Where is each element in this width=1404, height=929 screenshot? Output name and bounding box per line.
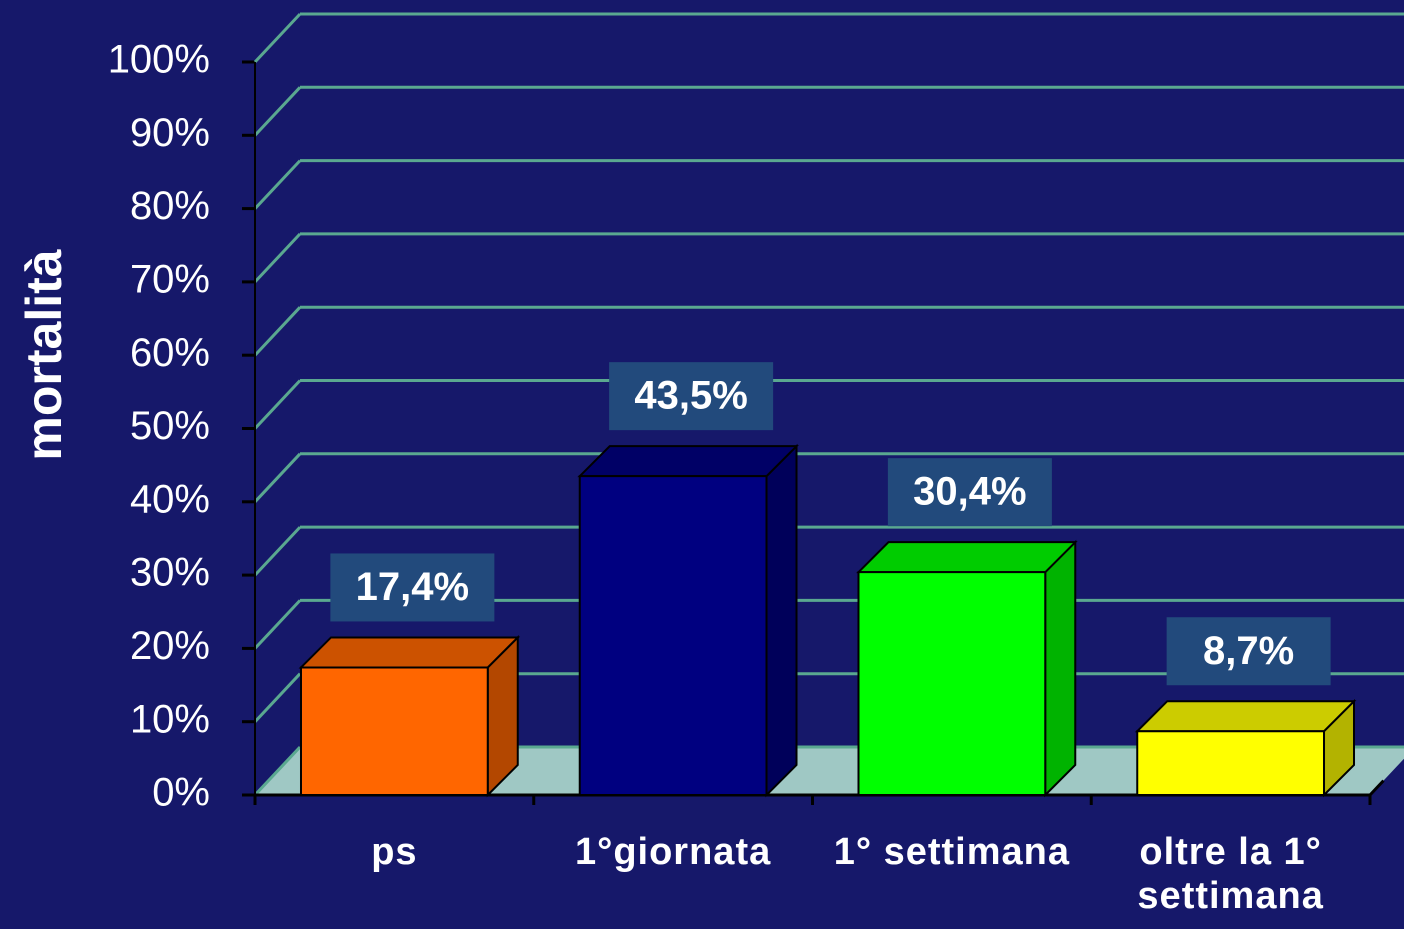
bar-top: [856, 541, 1078, 574]
value-label-box: [1166, 617, 1331, 686]
y-tick-label: 40%: [130, 477, 210, 521]
value-label: 8,7%: [1203, 629, 1294, 673]
bar-front: [299, 666, 489, 796]
bar: [298, 635, 521, 798]
grid-line: [253, 672, 302, 723]
y-tick-label: 100%: [108, 38, 210, 82]
y-tick-label: 30%: [130, 551, 210, 595]
grid-line: [253, 452, 302, 503]
bar: [1134, 698, 1357, 798]
y-tick-label: 0%: [152, 771, 210, 815]
bar-side: [765, 443, 798, 798]
bar-front: [578, 475, 768, 796]
y-tick-label: 70%: [130, 257, 210, 301]
x-tick-label: 1°giornata: [575, 831, 772, 873]
x-tick-label: 1° settimana: [833, 831, 1071, 873]
value-label-box: [887, 458, 1052, 527]
bar-front: [857, 571, 1047, 796]
value-label-box: [330, 553, 495, 622]
bar: [856, 539, 1078, 798]
grid-line: [253, 745, 302, 797]
y-tick-label: 90%: [130, 111, 210, 155]
floor: [255, 747, 1404, 795]
bar: [577, 443, 799, 798]
grid-line: [253, 526, 302, 577]
y-axis-label: mortalità: [16, 249, 72, 460]
value-label: 30,4%: [913, 470, 1026, 514]
value-label-box: [609, 362, 774, 431]
value-label: 17,4%: [356, 565, 469, 609]
y-tick-label: 60%: [130, 331, 210, 375]
y-tick-label: 50%: [130, 404, 210, 448]
bar-top: [298, 636, 521, 669]
grid-line: [253, 159, 302, 210]
grid-line: [253, 12, 302, 64]
bar-side: [1044, 539, 1077, 798]
x-tick-label: ps: [371, 831, 418, 873]
grid-line: [253, 379, 302, 430]
grid-line: [253, 306, 302, 357]
grid-line: [253, 599, 302, 650]
x-tick-label: oltre la 1° settimana: [1137, 831, 1324, 917]
bar-front: [1136, 730, 1326, 796]
bar-top: [1134, 700, 1357, 733]
y-tick-label: 80%: [130, 184, 210, 228]
y-tick-label: 10%: [130, 697, 210, 741]
y-tick-label: 20%: [130, 624, 210, 668]
value-label: 43,5%: [634, 374, 747, 418]
grid-line: [253, 86, 302, 137]
x-axis-end: [1368, 779, 1385, 797]
bar-top: [577, 445, 799, 478]
grid-line: [253, 232, 302, 283]
